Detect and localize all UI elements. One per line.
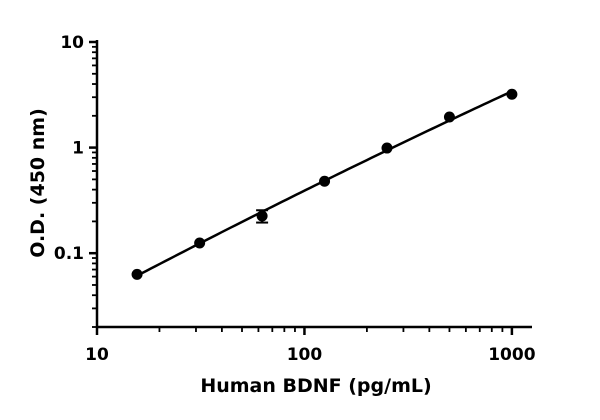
data-points (131, 88, 518, 280)
y-tick-label: 10 (60, 33, 84, 53)
x-tick-label: 1000 (488, 345, 535, 365)
y-tick-label: 1 (72, 139, 84, 159)
data-point (443, 111, 455, 123)
data-point (319, 175, 331, 187)
x-tick-label: 10 (85, 345, 109, 365)
x-tick-label: 100 (287, 345, 323, 365)
tick-labels: 0.1 1 10 10 100 1000 (54, 33, 536, 365)
y-axis-title: O.D. (450 nm) (27, 108, 49, 258)
data-point (506, 88, 518, 100)
data-point (381, 142, 393, 154)
data-point (256, 210, 268, 222)
x-axis-title: Human BDNF (pg/mL) (200, 375, 431, 397)
data-point (194, 237, 206, 249)
axes (89, 40, 532, 335)
y-tick-label: 0.1 (54, 244, 84, 264)
data-point (131, 268, 143, 280)
